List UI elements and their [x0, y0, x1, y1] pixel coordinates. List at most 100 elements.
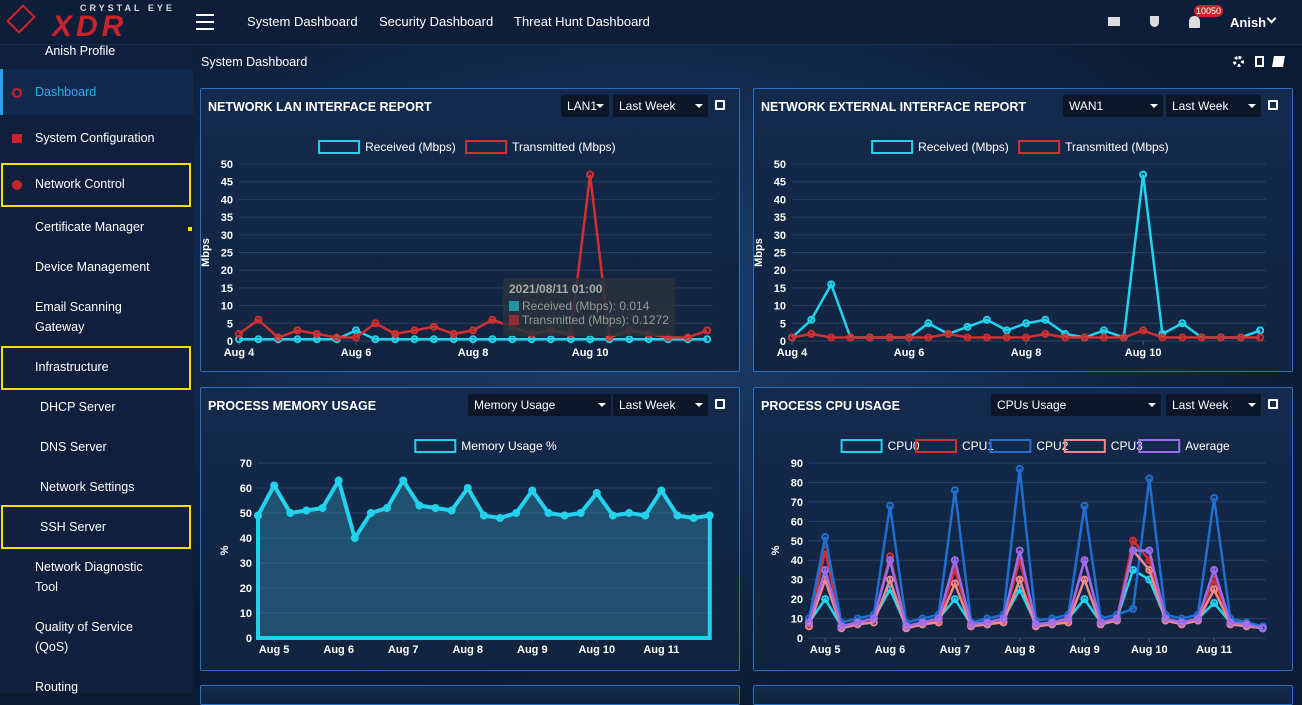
settings-icon[interactable]	[1233, 56, 1244, 67]
icon	[12, 134, 22, 143]
menu-item[interactable]: Certificate Manager	[35, 220, 145, 234]
dropdown[interactable]: Last Week	[1166, 95, 1261, 117]
expand-icon[interactable]	[715, 100, 725, 110]
point	[641, 511, 650, 520]
bell-icon[interactable]	[1189, 16, 1200, 28]
point	[657, 486, 666, 495]
point	[254, 511, 262, 520]
delete-icon[interactable]	[1255, 56, 1264, 67]
tooltip-swatch	[509, 301, 519, 311]
panel-title: NETWORK LAN INTERFACE REPORT	[208, 100, 432, 114]
point	[586, 335, 595, 344]
menu-item[interactable]: Device Management	[35, 260, 150, 274]
x-tick-label: Aug 6	[894, 347, 925, 359]
menu-button[interactable]	[196, 14, 214, 30]
menu-item[interactable]: Network Diagnostic Tool	[35, 560, 143, 594]
shield-icon[interactable]	[1150, 16, 1159, 27]
dropdown[interactable]: WAN1	[1063, 95, 1163, 117]
menu-item[interactable]: System Configuration	[35, 131, 155, 145]
y-tick-label: 40	[221, 194, 233, 206]
dropdown[interactable]: Last Week	[613, 95, 708, 117]
point	[1002, 326, 1011, 335]
point	[254, 315, 263, 324]
menu-item[interactable]: Routing	[35, 680, 79, 694]
point	[447, 506, 456, 515]
y-axis-label: Mbps	[201, 238, 212, 267]
point	[1022, 333, 1031, 342]
menu-item[interactable]: Network Settings	[40, 480, 135, 494]
tooltip-swatch	[509, 315, 519, 325]
legend-swatch	[871, 140, 914, 154]
dropdown[interactable]: CPUs Usage	[991, 394, 1161, 416]
mail-icon[interactable]	[1108, 17, 1120, 26]
menu-item[interactable]: Dashboard	[35, 85, 97, 99]
point	[1145, 565, 1154, 574]
legend-label: CPU2	[1036, 439, 1068, 453]
expand-icon[interactable]	[1268, 100, 1278, 110]
dropdown[interactable]: Last Week	[613, 394, 708, 416]
menu-item[interactable]: Infrastructure	[35, 360, 109, 374]
point	[1080, 333, 1089, 342]
x-tick-label: Aug 6	[875, 644, 906, 656]
profile-link[interactable]: Anish Profile	[45, 44, 116, 58]
point	[1031, 620, 1040, 629]
book-icon[interactable]	[1272, 56, 1285, 67]
user-caret	[1266, 13, 1277, 24]
menu-item[interactable]: DNS Server	[40, 440, 107, 454]
point	[1256, 326, 1265, 335]
expand-icon[interactable]	[1268, 399, 1278, 409]
point	[1080, 501, 1089, 510]
menu-item[interactable]: DHCP Server	[40, 400, 116, 414]
point	[1216, 333, 1225, 342]
line	[239, 329, 708, 341]
x-tick-label: Aug 11	[1196, 644, 1232, 656]
y-tick-label: 20	[774, 265, 786, 277]
panel	[753, 685, 1293, 705]
y-tick-label: 70	[240, 458, 252, 470]
point	[703, 326, 712, 335]
nav-link[interactable]: Security Dashboard	[379, 14, 494, 29]
dropdown[interactable]: Last Week	[1166, 394, 1261, 416]
y-tick-label: 10	[221, 301, 233, 313]
dropdown[interactable]: LAN1	[561, 95, 609, 117]
point	[1210, 585, 1219, 594]
menu-item[interactable]: Network Control	[35, 177, 125, 191]
point	[1129, 604, 1138, 613]
caret	[1248, 104, 1256, 112]
legend-swatch	[915, 439, 957, 453]
icon	[12, 180, 22, 190]
menu-item[interactable]: Quality of Service (QoS)	[35, 620, 133, 654]
x-tick-label: Aug 10	[578, 644, 615, 656]
user-menu[interactable]: Anish	[1230, 15, 1267, 30]
point	[1145, 474, 1154, 483]
point	[1002, 333, 1011, 342]
tooltip-line: Received (Mbps): 0.014	[522, 299, 650, 313]
y-tick-label: 90	[791, 458, 803, 470]
x-tick-label: Aug 8	[1011, 347, 1042, 359]
point	[496, 514, 505, 522]
point	[508, 335, 517, 344]
x-tick-label: Aug 5	[810, 644, 841, 656]
point	[807, 315, 816, 324]
caret	[1248, 403, 1256, 411]
panel	[200, 685, 740, 705]
panel-title: NETWORK EXTERNAL INTERFACE REPORT	[761, 100, 1027, 114]
menu-item[interactable]: SSH Server	[40, 520, 106, 534]
panel: PROCESS MEMORY USAGE Memory Usage Last Wee…	[200, 387, 740, 671]
point	[1112, 614, 1121, 623]
dropdown[interactable]: Memory Usage	[468, 394, 611, 416]
menu-item[interactable]: Email Scanning Gateway	[35, 300, 122, 334]
expand-icon[interactable]	[715, 399, 725, 409]
nav-link[interactable]: System Dashboard	[247, 14, 358, 29]
point	[827, 333, 836, 342]
logo-icon	[6, 4, 36, 34]
point	[1119, 333, 1128, 342]
y-tick-label: 45	[221, 177, 233, 189]
nav-link[interactable]: Threat Hunt Dashboard	[514, 14, 650, 29]
point	[1129, 546, 1138, 555]
point	[963, 322, 972, 331]
point	[1242, 620, 1251, 629]
point	[350, 534, 359, 542]
point	[905, 333, 914, 342]
point	[982, 315, 991, 324]
